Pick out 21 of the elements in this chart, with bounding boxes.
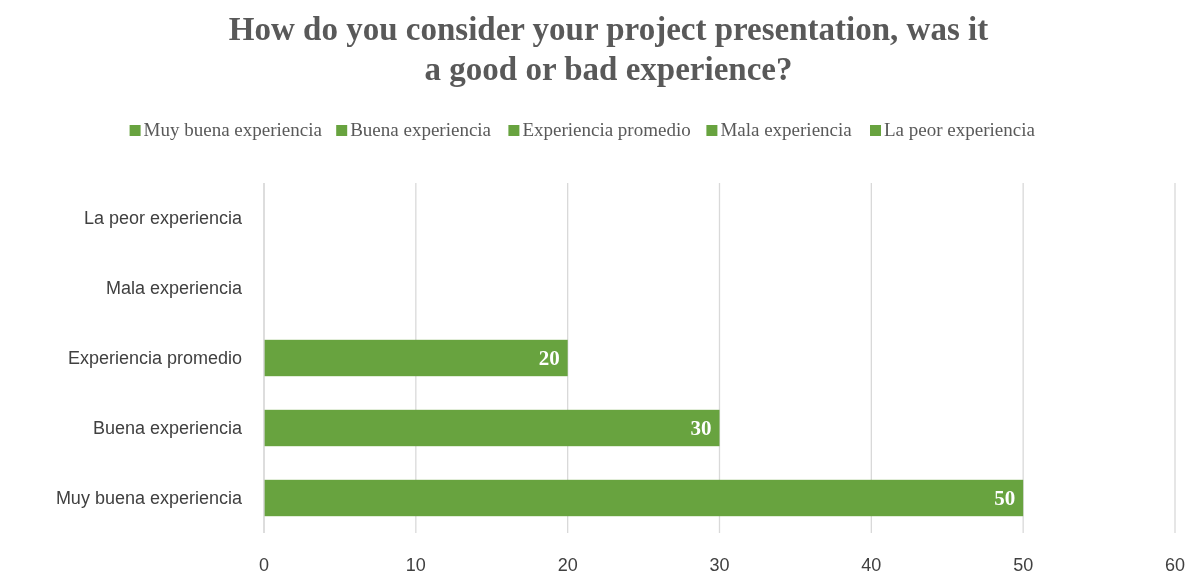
data-label: 50: [994, 486, 1016, 511]
y-tick-label: Buena experiencia: [92, 418, 243, 439]
chart-title: How do you consider your project presentation, was it a good or bad experience?: [228, 11, 989, 87]
y-tick-label: Muy buena experiencia: [55, 488, 243, 509]
legend-label: Buena experiencia: [350, 119, 492, 140]
x-tick-label: 40: [861, 555, 882, 575]
x-tick-label: 20: [557, 555, 578, 575]
y-tick-label: Mala experiencia: [105, 278, 243, 299]
legend-label: Mala experiencia: [720, 119, 853, 140]
y-tick-label: La peor experiencia: [83, 208, 243, 229]
y-tick-label: Experiencia promedio: [67, 348, 242, 369]
x-tick-label: 60: [1164, 555, 1186, 575]
legend-label: La peor experiencia: [884, 119, 1036, 140]
legend-label: Experiencia promedio: [522, 119, 691, 140]
x-tick-label: 0: [258, 555, 270, 575]
legend-label: Muy buena experiencia: [143, 119, 323, 140]
data-label: 30: [690, 416, 712, 441]
x-tick-label: 30: [709, 555, 730, 575]
x-tick-label: 50: [1013, 555, 1034, 575]
data-label: 20: [538, 346, 560, 371]
x-tick-label: 10: [405, 555, 426, 575]
